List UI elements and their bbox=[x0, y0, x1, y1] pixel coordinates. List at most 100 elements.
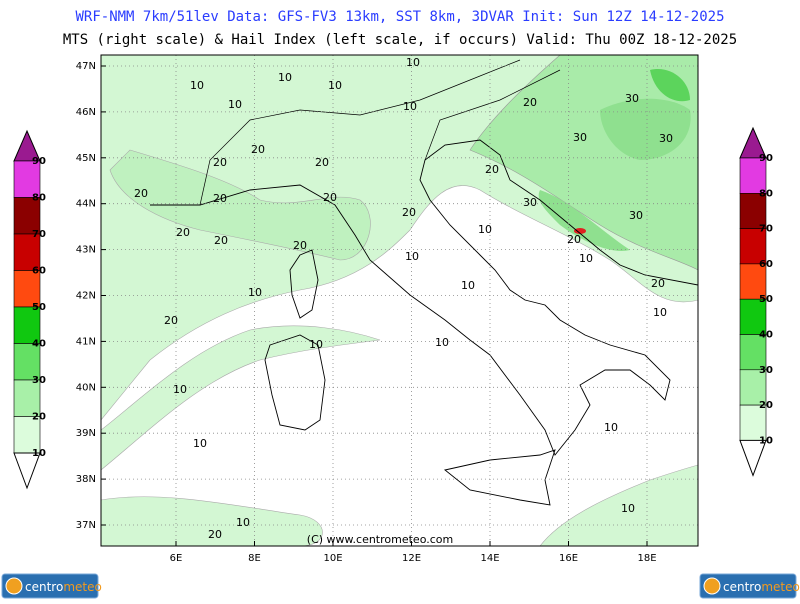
scale-band bbox=[739, 298, 767, 335]
map-body: 10 10 10 10 10 10 20 30 30 30 20 20 20 20 20 20 20 20 30 30… bbox=[101, 55, 698, 546]
lon-label: 12E bbox=[402, 553, 421, 564]
contour-label: 10 bbox=[604, 421, 618, 434]
lat-label: 40N bbox=[76, 382, 96, 393]
contour-label: 20 bbox=[213, 156, 227, 169]
contour-label: 20 bbox=[323, 191, 337, 204]
map-frame bbox=[100, 54, 699, 547]
contour-label: 20 bbox=[523, 96, 537, 109]
scale-label: 30 bbox=[32, 375, 46, 386]
contour-label: 30 bbox=[659, 132, 673, 145]
lon-label: 8E bbox=[248, 553, 261, 564]
logo-box bbox=[1, 573, 99, 599]
contour-label: 20 bbox=[567, 233, 581, 246]
logo-part1: centro bbox=[723, 580, 761, 594]
scale-band bbox=[739, 334, 767, 371]
lat-label: 43N bbox=[76, 245, 96, 256]
scale-label: 60 bbox=[32, 266, 46, 277]
contour-label: 10 bbox=[278, 71, 292, 84]
lon-label: 6E bbox=[170, 553, 183, 564]
contour-label: 10 bbox=[328, 79, 342, 92]
contour-label: 10 bbox=[478, 223, 492, 236]
scale-label: 20 bbox=[32, 412, 46, 423]
scale-band bbox=[739, 263, 767, 300]
scale-bottom bbox=[739, 439, 767, 477]
lon-label: 18E bbox=[637, 553, 656, 564]
scale-label: 30 bbox=[759, 365, 773, 376]
scale-label: 80 bbox=[759, 188, 773, 199]
scale-label: 40 bbox=[759, 330, 773, 341]
contour-label: 20 bbox=[208, 528, 222, 541]
contour-label: 10 bbox=[621, 502, 635, 515]
contour-label: 30 bbox=[629, 209, 643, 222]
scale-band bbox=[739, 404, 767, 441]
logo-icon bbox=[5, 577, 23, 595]
scale-label: 10 bbox=[32, 448, 46, 459]
contour-label: 10 bbox=[248, 286, 262, 299]
logo-box bbox=[699, 573, 797, 599]
contour-label: 20 bbox=[293, 239, 307, 252]
lat-label: 37N bbox=[76, 520, 96, 531]
scale-band bbox=[13, 416, 41, 454]
lat-label: 38N bbox=[76, 474, 96, 485]
scale-label: 60 bbox=[759, 259, 773, 270]
contour-label: 10 bbox=[236, 516, 250, 529]
header-line2: MTS (right scale) & Hail Index (left sca… bbox=[63, 32, 737, 48]
logo-part2: meteo bbox=[761, 580, 800, 594]
header-line1: WRF-NMM 7km/51lev Data: GFS-FV3 13km, SS… bbox=[75, 9, 724, 25]
contour-label: 10 bbox=[405, 250, 419, 263]
copyright: (C) www.centrometeo.com bbox=[307, 533, 453, 546]
scale-label: 50 bbox=[32, 302, 46, 313]
lat-label: 39N bbox=[76, 428, 96, 439]
contour-label: 10 bbox=[228, 98, 242, 111]
contour-label: 10 bbox=[190, 79, 204, 92]
scale-label: 10 bbox=[759, 435, 773, 446]
contour-label: 10 bbox=[579, 252, 593, 265]
contour-label: 20 bbox=[485, 163, 499, 176]
contour-label: 10 bbox=[173, 383, 187, 396]
logo-icon bbox=[703, 577, 721, 595]
lat-label: 47N bbox=[76, 61, 96, 72]
contour-label: 20 bbox=[176, 226, 190, 239]
lon-label: 14E bbox=[480, 553, 499, 564]
lat-label: 46N bbox=[76, 107, 96, 118]
scale-bottom bbox=[13, 452, 41, 490]
scale-band bbox=[13, 270, 41, 308]
contour-label: 20 bbox=[251, 143, 265, 156]
lat-label: 42N bbox=[76, 291, 96, 302]
lat-label: 45N bbox=[76, 153, 96, 164]
contour-label: 30 bbox=[573, 131, 587, 144]
contour-label: 10 bbox=[435, 336, 449, 349]
contour-label: 10 bbox=[461, 279, 475, 292]
scale-band bbox=[739, 193, 767, 229]
lat-label: 44N bbox=[76, 199, 96, 210]
contour-label: 10 bbox=[653, 306, 667, 319]
scale-label: 40 bbox=[32, 339, 46, 350]
scale-band bbox=[13, 306, 41, 344]
scale-band bbox=[13, 343, 41, 381]
logo-part1: centro bbox=[25, 580, 63, 594]
scale-label: 90 bbox=[759, 153, 773, 164]
scale-band bbox=[13, 197, 41, 235]
contour-label: 10 bbox=[403, 100, 417, 113]
contour-label: 30 bbox=[625, 92, 639, 105]
contour-label: 20 bbox=[651, 277, 665, 290]
logo-text: centrometeo bbox=[25, 580, 102, 594]
contour-label: 20 bbox=[315, 156, 329, 169]
scale-band bbox=[739, 228, 767, 265]
lon-label: 16E bbox=[559, 553, 578, 564]
contour-label: 20 bbox=[134, 187, 148, 200]
scale-label: 80 bbox=[32, 193, 46, 204]
scale-label: 70 bbox=[32, 229, 46, 240]
scale-label: 90 bbox=[32, 156, 46, 167]
contour-label: 20 bbox=[213, 192, 227, 205]
lon-label: 10E bbox=[323, 553, 342, 564]
contour-label: 20 bbox=[402, 206, 416, 219]
scale-label: 20 bbox=[759, 400, 773, 411]
contour-label: 10 bbox=[309, 338, 323, 351]
contour-label: 20 bbox=[164, 314, 178, 327]
contour-label: 30 bbox=[523, 196, 537, 209]
logo-part2: meteo bbox=[63, 580, 102, 594]
lat-label: 41N bbox=[76, 336, 96, 347]
scale-label: 70 bbox=[759, 224, 773, 235]
